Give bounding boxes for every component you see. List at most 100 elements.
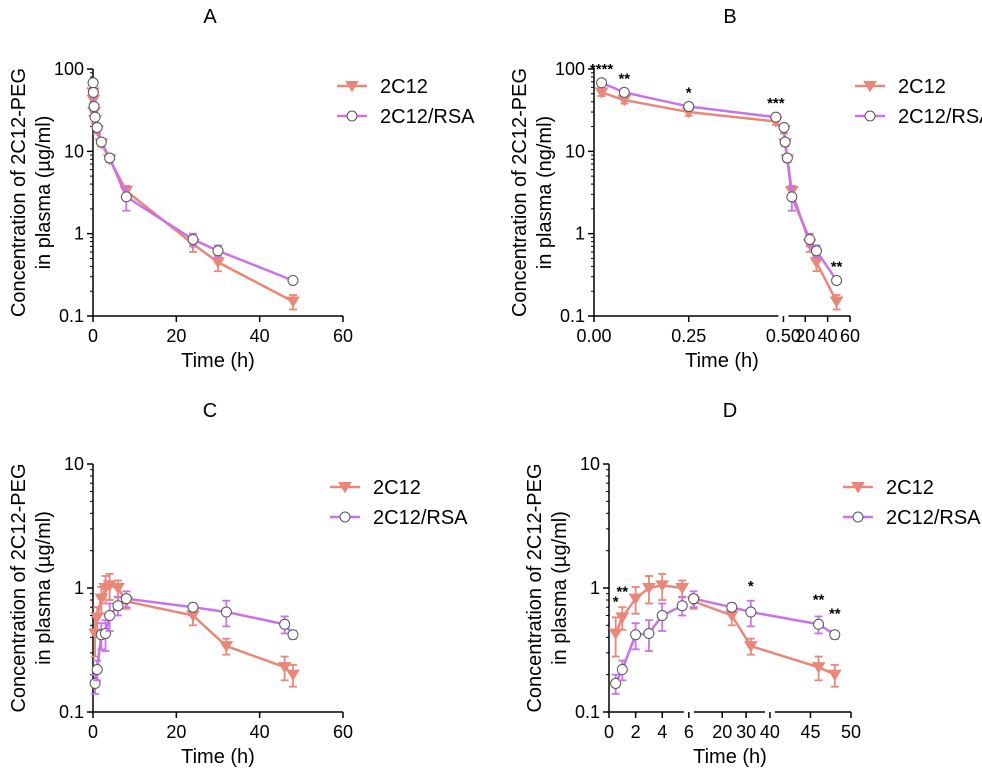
data-point-2c12-rsa <box>643 627 655 639</box>
y-axis-title: Concentration of 2C12-PEG in plasma (µg/m… <box>8 68 55 317</box>
legend-marker-2c12-rsa <box>852 511 864 523</box>
legend: 2C12 2C12/RSA <box>855 76 982 128</box>
data-point-2c12 <box>743 641 758 653</box>
data-point-2c12-rsa <box>616 664 628 676</box>
data-point-2c12-rsa <box>726 601 738 613</box>
series-line <box>126 600 194 617</box>
legend-label-2c12-rsa: 2C12/RSA <box>886 507 981 529</box>
x-tick-label: 0.25 <box>671 326 706 346</box>
significance-annotation: ** <box>831 258 843 275</box>
legend-label-2c12: 2C12 <box>373 477 421 499</box>
series-line <box>688 110 776 123</box>
data-point-2c12-rsa <box>770 111 782 123</box>
data-point-2c12-rsa <box>104 610 116 622</box>
significance-annotation: * <box>748 578 754 595</box>
data-point-2c12-rsa <box>220 606 232 618</box>
data-point-2c12 <box>94 593 109 606</box>
data-point-2c12 <box>829 296 844 308</box>
legend-marker-2c12-rsa <box>864 110 876 122</box>
data-point-2c12-rsa <box>829 629 841 641</box>
x-axis-title: Time (h) <box>693 746 767 768</box>
series-2c12 <box>86 87 300 311</box>
y-axis-title-line: Concentration of 2C12-PEG <box>8 68 30 317</box>
x-tick-label: 20 <box>712 722 732 742</box>
significance-annotation: ** <box>616 584 628 601</box>
data-point-2c12-rsa <box>683 101 695 113</box>
significance-annotation: ** <box>618 70 630 87</box>
data-point-2c12-rsa <box>779 136 791 148</box>
x-tick-label: 40 <box>250 326 270 346</box>
data-point-2c12-rsa <box>287 629 299 641</box>
series-line <box>815 250 838 282</box>
legend-marker-2c12-rsa <box>339 511 351 523</box>
legend: 2C12 2C12/RSA <box>330 477 468 529</box>
x-tick-label: 0 <box>88 326 98 346</box>
data-point-2c12-rsa <box>596 77 608 89</box>
data-point-2c12 <box>827 669 842 682</box>
data-point-2c12 <box>675 583 690 595</box>
significance-annotation: * <box>686 85 692 102</box>
data-point-2c12-rsa <box>778 121 790 133</box>
legend-label-2c12: 2C12 <box>898 76 946 98</box>
series-2c12-rsa <box>87 77 299 286</box>
series-line <box>226 610 285 626</box>
y-tick-label: 10 <box>64 454 84 474</box>
panel-title: C <box>203 400 217 422</box>
x-axis-title: Time (h) <box>685 350 759 372</box>
data-point-2c12 <box>111 583 125 595</box>
legend-label-2c12-rsa: 2C12/RSA <box>380 106 475 128</box>
data-point-2c12-rsa <box>104 152 116 164</box>
data-point-2c12-rsa <box>89 111 101 123</box>
y-axis-title: Concentration of 2C12-PEG in plasma (µg/m… <box>8 463 55 712</box>
data-point-2c12-rsa <box>120 191 132 203</box>
y-tick-label: 0.1 <box>59 702 84 722</box>
significance-annotation: *** <box>767 95 785 112</box>
data-point-2c12 <box>642 583 656 595</box>
significance-annotation: **** <box>590 61 614 78</box>
x-tick-label: 0.00 <box>576 326 611 346</box>
series-line <box>192 605 227 614</box>
data-point-2c12-rsa <box>688 593 700 605</box>
data-point-2c12 <box>277 662 292 674</box>
series-line <box>693 600 733 617</box>
data-point-2c12 <box>608 628 623 640</box>
y-tick-label: 1 <box>74 578 84 598</box>
y-tick-label: 0.1 <box>59 306 84 326</box>
legend-label-2c12-rsa: 2C12/RSA <box>898 106 982 128</box>
y-tick-label: 10 <box>580 454 600 474</box>
data-point-2c12-rsa <box>187 233 199 245</box>
x-tick-label: 60 <box>333 722 353 742</box>
x-tick-label: 40 <box>250 722 270 742</box>
series-line <box>125 195 194 241</box>
x-tick-label: 30 <box>736 722 756 742</box>
series-2c12 <box>608 572 842 688</box>
series-line <box>126 597 194 609</box>
x-tick-label: 50 <box>841 722 861 742</box>
legend-label-2c12-rsa: 2C12/RSA <box>373 507 468 529</box>
y-tick-label: 0.1 <box>560 306 585 326</box>
significance-annotation: ** <box>813 592 825 609</box>
x-tick-label: 60 <box>333 326 353 346</box>
y-tick-label: 100 <box>555 59 585 79</box>
y-axis-title-line: in plasma (µg/ml) <box>33 511 55 665</box>
data-point-2c12-rsa <box>630 629 642 641</box>
series-line <box>225 644 286 669</box>
series-line <box>624 91 689 108</box>
series-line <box>750 610 819 626</box>
y-tick-label: 1 <box>575 224 585 244</box>
data-point-2c12-rsa <box>212 245 224 257</box>
data-point-2c12-rsa <box>187 601 199 613</box>
data-point-2c12-rsa <box>745 606 757 618</box>
data-point-2c12-rsa <box>88 101 100 113</box>
data-point-2c12-rsa <box>831 274 843 286</box>
x-tick-label: 40 <box>760 722 780 742</box>
data-point-2c12-rsa <box>112 600 124 612</box>
x-tick-label: 45 <box>800 722 820 742</box>
data-point-2c12 <box>655 580 670 592</box>
x-axis-title: Time (h) <box>181 350 255 372</box>
panel-d: D 0.1 1 10 0 2 4 6 20 30 40 45 50 Time (h) Concentrati… <box>524 400 981 768</box>
series-line <box>217 249 294 282</box>
y-axis-title: Concentration of 2C12-PEG in plasma (µg/m… <box>524 463 571 712</box>
data-point-2c12-rsa <box>279 618 291 630</box>
